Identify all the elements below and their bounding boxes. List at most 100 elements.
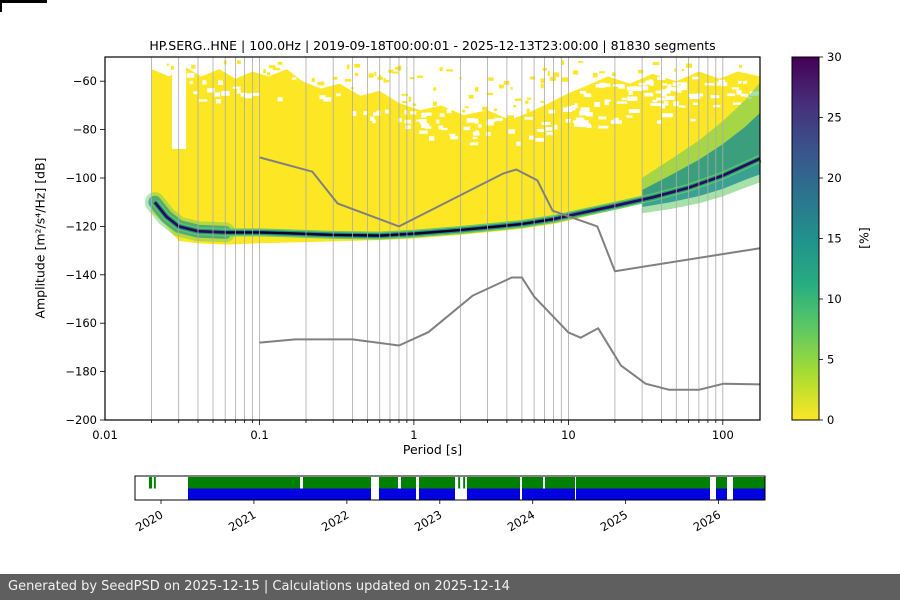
- histogram-hole: [449, 133, 456, 137]
- histogram-hole: [627, 96, 638, 101]
- histogram-speckle: [321, 81, 325, 86]
- x-tick-label: 0.1: [250, 428, 268, 442]
- histogram-speckle: [739, 64, 743, 68]
- histogram-speckle: [592, 73, 598, 78]
- histogram-hole: [665, 95, 675, 100]
- histogram-speckle: [277, 61, 283, 65]
- histogram-hole: [508, 129, 516, 134]
- histogram-hole: [207, 88, 215, 93]
- histogram-hole: [376, 110, 381, 114]
- histogram-hole: [641, 86, 649, 91]
- histogram-speckle: [540, 100, 545, 103]
- histogram-hole: [631, 86, 643, 92]
- timeline-year-label: 2021: [226, 507, 258, 534]
- histogram-hole: [439, 113, 445, 117]
- timeline-year-label: 2024: [505, 507, 537, 534]
- histogram-hole: [475, 130, 479, 134]
- colorbar-tick-label: 30: [827, 50, 842, 64]
- histogram-speckle: [540, 83, 544, 89]
- y-tick-label: −160: [65, 316, 97, 330]
- timeline-blue-segment: [733, 488, 765, 500]
- histogram-hole: [586, 112, 593, 117]
- histogram-hole: [598, 125, 609, 129]
- histogram-speckle: [332, 76, 338, 80]
- histogram-hole: [595, 84, 601, 88]
- coverage-timeline-canvas: 2020 2021 2022 2023 2024 2025 2026: [133, 475, 766, 534]
- mode-spread-teal: [642, 112, 760, 207]
- timeline-green-segment: [458, 477, 461, 489]
- histogram-speckle: [525, 100, 529, 104]
- y-tick-label: −60: [73, 74, 97, 88]
- histogram-hole: [486, 131, 491, 136]
- x-tick-label: 100: [712, 428, 734, 442]
- histogram-speckle: [354, 63, 361, 68]
- histogram-hole: [352, 111, 357, 116]
- timeline-frame: [134, 475, 766, 501]
- histogram-hole: [573, 120, 582, 124]
- histogram-speckle: [514, 98, 522, 101]
- timeline-green-segment: [401, 477, 416, 489]
- histogram-speckle: [530, 76, 535, 80]
- histogram-hole: [398, 118, 402, 123]
- histogram-speckle: [572, 70, 579, 75]
- histogram-speckle: [513, 105, 517, 108]
- histogram-hole: [214, 92, 221, 97]
- histogram-hole: [319, 95, 326, 100]
- histogram-hole: [580, 107, 590, 112]
- histogram-hole: [469, 142, 479, 146]
- histogram-hole: [494, 117, 503, 122]
- histogram-speckle: [385, 79, 390, 83]
- histogram-hole: [536, 128, 544, 132]
- histogram-hole: [474, 118, 479, 124]
- timeline-blue-segment: [379, 488, 416, 500]
- histogram-hole: [472, 136, 478, 139]
- histogram-hole: [404, 110, 408, 115]
- histogram-speckle: [237, 60, 241, 65]
- histogram-hole: [733, 102, 741, 105]
- histogram-hole: [681, 105, 686, 108]
- histogram-hole: [372, 119, 376, 124]
- histogram-hole: [727, 93, 736, 97]
- y-tick-label: −200: [65, 413, 97, 427]
- histogram-speckle: [408, 96, 412, 102]
- histogram-speckle: [354, 72, 359, 76]
- histogram-hole: [385, 109, 389, 114]
- histogram-hole: [546, 132, 553, 136]
- histogram-hole: [404, 119, 412, 124]
- corner-artifact-vertical: [0, 0, 2, 12]
- histogram-speckle: [486, 92, 494, 96]
- histogram-speckle: [482, 106, 488, 111]
- histogram-speckle: [170, 65, 174, 70]
- histogram-gap: [172, 65, 187, 149]
- histogram-speckle: [561, 77, 569, 82]
- histogram-hole: [421, 123, 430, 129]
- histogram-speckle: [311, 78, 315, 82]
- histogram-hole: [419, 130, 428, 134]
- timeline-green-segment: [148, 477, 153, 489]
- histogram-hole: [652, 99, 658, 103]
- histogram-hole: [742, 80, 748, 84]
- histogram-hole: [323, 97, 332, 102]
- histogram-speckle: [498, 84, 504, 89]
- histogram-speckle: [416, 75, 424, 78]
- timeline-blue-segment: [419, 488, 455, 500]
- histogram-hole: [628, 109, 640, 113]
- histogram-hole: [478, 124, 482, 128]
- histogram-hole: [450, 136, 458, 140]
- histogram-hole: [198, 99, 208, 102]
- histogram-hole: [628, 91, 633, 96]
- histogram-hole: [579, 90, 586, 94]
- histogram-speckle: [652, 62, 660, 65]
- histogram-hole: [604, 83, 611, 87]
- histogram-hole: [579, 111, 588, 116]
- histogram-speckle: [612, 72, 616, 76]
- histogram-hole: [599, 82, 606, 88]
- x-axis-label: Period [s]: [402, 442, 463, 457]
- histogram-hole: [604, 100, 609, 106]
- histogram-hole: [410, 111, 417, 115]
- low-noise-model-line: [259, 276, 761, 391]
- histogram-hole: [665, 87, 676, 91]
- histogram-hole: [720, 82, 728, 87]
- histogram-hole: [621, 97, 627, 101]
- histogram-hole: [594, 102, 601, 107]
